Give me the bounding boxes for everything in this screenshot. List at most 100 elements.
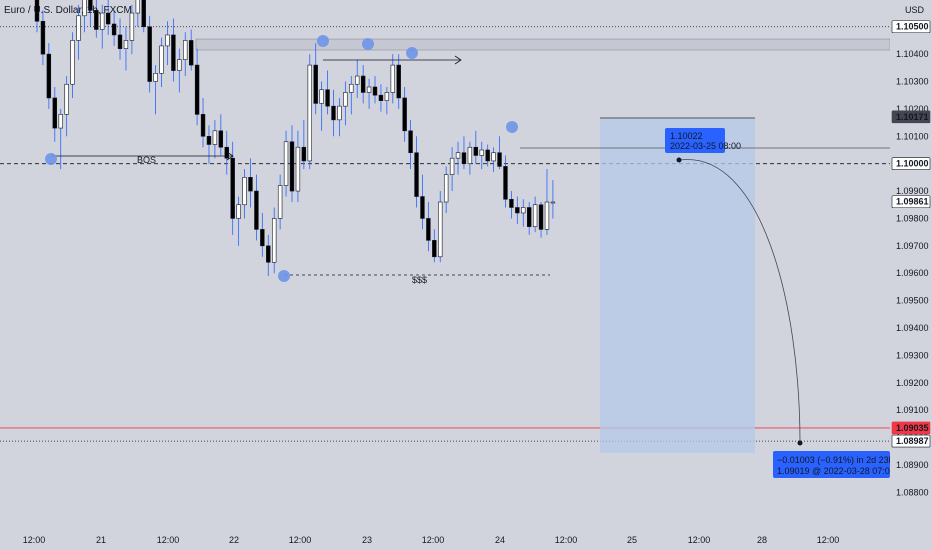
- candle-body[interactable]: [378, 94, 384, 101]
- candle-body[interactable]: [443, 174, 449, 203]
- candle-body[interactable]: [408, 130, 413, 154]
- pivot-marker[interactable]: [362, 38, 374, 50]
- price-badge[interactable]: [891, 157, 931, 170]
- candle-body[interactable]: [153, 72, 158, 82]
- candle-body[interactable]: [384, 92, 390, 101]
- candle-body[interactable]: [455, 152, 461, 159]
- candle-body[interactable]: [266, 245, 271, 263]
- candle-body[interactable]: [242, 177, 247, 206]
- candle-body[interactable]: [254, 190, 259, 230]
- projection-curve[interactable]: [679, 159, 801, 444]
- candle-body[interactable]: [135, 0, 141, 14]
- candle-body[interactable]: [467, 146, 473, 164]
- candle-body[interactable]: [123, 40, 129, 49]
- candle-body[interactable]: [260, 229, 265, 247]
- pivot-marker[interactable]: [317, 35, 329, 47]
- candle-body[interactable]: [159, 45, 164, 74]
- candles-layer[interactable]: [34, 0, 556, 276]
- candle-body[interactable]: [313, 64, 318, 104]
- candle-body[interactable]: [449, 157, 455, 175]
- price-badge[interactable]: [891, 20, 931, 34]
- candle-body[interactable]: [372, 86, 378, 96]
- candle-body[interactable]: [183, 40, 188, 60]
- candle-body[interactable]: [331, 105, 336, 121]
- candle-body[interactable]: [46, 53, 52, 99]
- candle-body[interactable]: [390, 64, 395, 93]
- time-axis-background[interactable]: [0, 522, 890, 550]
- pivot-marker[interactable]: [45, 153, 57, 165]
- price-badge[interactable]: [891, 110, 931, 124]
- price-badge[interactable]: [891, 434, 931, 448]
- projection-start-point[interactable]: [676, 157, 682, 163]
- candle-body[interactable]: [100, 12, 105, 30]
- candle-body[interactable]: [76, 15, 81, 41]
- candle-body[interactable]: [426, 218, 431, 241]
- candle-body[interactable]: [218, 130, 224, 148]
- candle-body[interactable]: [438, 201, 443, 258]
- candle-body[interactable]: [70, 40, 75, 85]
- candle-body[interactable]: [248, 177, 253, 192]
- candle-body[interactable]: [94, 10, 99, 30]
- pivot-marker[interactable]: [506, 121, 518, 133]
- candle-body[interactable]: [538, 204, 544, 230]
- price-axis-background[interactable]: [890, 0, 932, 550]
- candle-body[interactable]: [64, 83, 69, 115]
- price-badge[interactable]: [891, 195, 931, 209]
- pivot-marker[interactable]: [278, 270, 290, 282]
- candle-body[interactable]: [491, 152, 496, 162]
- projection-end-point[interactable]: [797, 440, 803, 446]
- candle-body[interactable]: [165, 34, 170, 47]
- price-axis[interactable]: 1.10500 1.10400 1.10300 1.10200 1.10100 1.100…: [891, 20, 931, 498]
- candle-body[interactable]: [349, 83, 354, 93]
- price-badge[interactable]: [891, 421, 931, 435]
- candle-body[interactable]: [337, 105, 342, 121]
- candle-body[interactable]: [355, 75, 360, 85]
- candle-body[interactable]: [147, 26, 152, 82]
- candle-body[interactable]: [396, 64, 401, 99]
- candle-body[interactable]: [526, 207, 532, 227]
- pivot-marker[interactable]: [406, 47, 418, 59]
- candle-body[interactable]: [515, 207, 520, 214]
- candle-body[interactable]: [40, 20, 46, 55]
- candle-body[interactable]: [105, 12, 111, 25]
- candle-body[interactable]: [319, 89, 324, 104]
- candle-body[interactable]: [497, 152, 502, 167]
- candle-body[interactable]: [343, 92, 348, 107]
- projection-box[interactable]: [600, 118, 755, 453]
- candle-body[interactable]: [230, 157, 235, 219]
- candle-body[interactable]: [301, 146, 307, 162]
- candle-body[interactable]: [212, 130, 218, 145]
- candle-body[interactable]: [509, 198, 514, 208]
- candle-body[interactable]: [550, 201, 556, 204]
- candle-body[interactable]: [289, 141, 295, 192]
- candle-body[interactable]: [194, 64, 200, 115]
- candle-body[interactable]: [360, 75, 366, 93]
- candle-body[interactable]: [206, 135, 212, 145]
- candle-body[interactable]: [307, 64, 312, 162]
- candle-body[interactable]: [52, 97, 57, 129]
- candle-body[interactable]: [432, 240, 437, 258]
- candle-body[interactable]: [461, 152, 467, 164]
- time-axis[interactable]: 12:00 21 12:00 22 12:00 23 12:00 24 12:00 25 12:00…: [23, 535, 840, 545]
- candle-body[interactable]: [171, 34, 176, 71]
- candle-body[interactable]: [473, 146, 479, 156]
- candle-body[interactable]: [188, 40, 194, 66]
- resistance-zone[interactable]: [195, 38, 891, 51]
- candle-body[interactable]: [532, 204, 538, 227]
- candle-body[interactable]: [117, 34, 123, 49]
- candle-body[interactable]: [88, 0, 93, 11]
- candle-body[interactable]: [200, 114, 206, 137]
- candle-body[interactable]: [271, 218, 277, 263]
- candle-body[interactable]: [177, 59, 182, 71]
- candle-body[interactable]: [479, 149, 484, 156]
- candle-body[interactable]: [277, 185, 283, 219]
- candle-body[interactable]: [544, 201, 550, 230]
- candle-body[interactable]: [129, 12, 135, 41]
- candle-body[interactable]: [283, 141, 289, 186]
- candle-body[interactable]: [141, 0, 146, 28]
- candle-body[interactable]: [420, 196, 425, 219]
- candle-body[interactable]: [236, 204, 241, 219]
- candle-body[interactable]: [82, 0, 87, 17]
